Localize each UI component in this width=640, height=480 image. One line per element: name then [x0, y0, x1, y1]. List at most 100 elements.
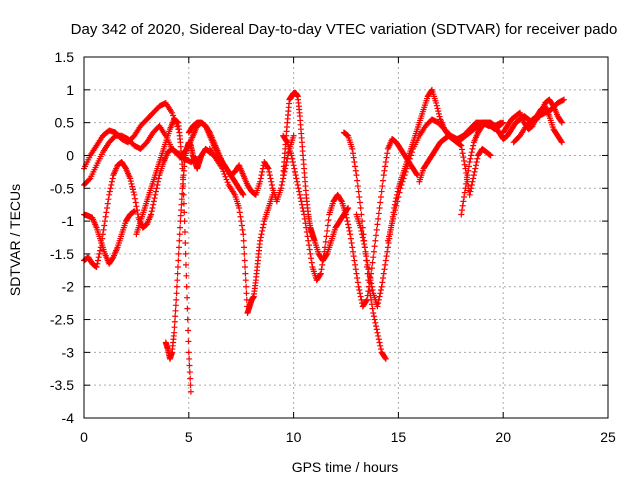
data-point-marker [289, 159, 296, 166]
y-tick-label: -4 [62, 410, 75, 426]
data-point-marker [105, 196, 112, 203]
data-point-marker [355, 188, 362, 195]
data-point-marker [127, 175, 134, 182]
data-point-marker [279, 178, 286, 185]
data-point-marker [354, 279, 361, 286]
data-point-marker [259, 168, 266, 175]
data-point-marker [382, 163, 389, 170]
data-point-marker [383, 154, 390, 161]
data-point-marker [435, 108, 442, 115]
data-point-marker [370, 313, 377, 320]
data-point-marker [294, 178, 301, 185]
data-point-marker [357, 224, 364, 231]
data-point-marker [560, 96, 567, 103]
data-point-marker [349, 150, 356, 157]
data-point-marker [461, 161, 468, 168]
data-point-marker [178, 207, 185, 214]
series-arc-7 [206, 145, 276, 316]
data-point-marker [356, 287, 363, 294]
data-point-marker [468, 149, 475, 156]
data-point-marker [460, 198, 467, 205]
data-point-marker [148, 208, 155, 215]
data-point-marker [558, 139, 565, 146]
data-point-marker [131, 208, 138, 215]
data-point-marker [129, 186, 136, 193]
data-point-marker [317, 271, 324, 278]
data-point-marker [366, 273, 373, 280]
data-point-marker [407, 152, 414, 159]
data-point-marker [318, 266, 325, 273]
data-point-marker [131, 191, 138, 198]
data-point-marker [374, 303, 381, 310]
data-point-marker [155, 175, 162, 182]
data-point-marker [102, 213, 109, 220]
data-point-marker [375, 332, 382, 339]
data-point-marker [94, 260, 101, 267]
data-point-marker [344, 218, 351, 225]
data-point-marker [128, 180, 135, 187]
data-point-marker [181, 209, 188, 216]
data-point-marker [222, 173, 229, 180]
data-point-marker [404, 162, 411, 169]
data-point-marker [98, 239, 105, 246]
data-point-marker [472, 162, 479, 169]
y-axis-label: SDTVAR / TECUs [7, 184, 23, 296]
data-point-marker [353, 270, 360, 277]
data-point-marker [359, 231, 366, 238]
data-point-marker [278, 181, 285, 188]
data-point-marker [361, 244, 368, 251]
data-point-marker [376, 204, 383, 211]
data-point-marker [389, 220, 396, 227]
data-point-marker [289, 155, 296, 162]
data-point-marker [301, 211, 308, 218]
data-point-marker [305, 242, 312, 249]
data-point-marker [379, 279, 386, 286]
data-point-marker [86, 176, 93, 183]
data-point-marker [317, 270, 324, 277]
x-tick-label: 0 [80, 429, 88, 445]
data-point-marker [394, 198, 401, 205]
data-point-marker [129, 183, 136, 190]
data-point-marker [107, 185, 114, 192]
data-point-marker [176, 237, 183, 244]
x-tick-label: 20 [495, 429, 511, 445]
data-point-marker [153, 185, 160, 192]
data-point-marker [259, 224, 266, 231]
data-point-marker [236, 209, 243, 216]
data-point-marker [434, 105, 441, 112]
data-point-marker [180, 191, 187, 198]
data-point-marker [375, 210, 382, 217]
data-point-marker [174, 264, 181, 271]
data-point-marker [466, 191, 473, 198]
data-point-marker [186, 369, 193, 376]
data-point-marker [173, 283, 180, 290]
data-point-marker [298, 198, 305, 205]
data-point-marker [307, 250, 314, 257]
data-point-marker [99, 231, 106, 238]
series-arc-8 [185, 119, 297, 205]
data-point-marker [152, 191, 159, 198]
data-point-marker [462, 185, 469, 192]
data-point-marker [177, 224, 184, 231]
data-point-marker [264, 164, 271, 171]
data-point-marker [352, 261, 359, 268]
data-point-marker [134, 207, 141, 214]
data-point-marker [470, 175, 477, 182]
data-point-marker [379, 183, 386, 190]
data-point-marker [106, 191, 113, 198]
y-tick-label: -3.5 [50, 377, 74, 393]
data-point-marker [461, 194, 468, 201]
data-point-marker [393, 202, 400, 209]
data-point-marker [303, 229, 310, 236]
data-point-marker [154, 181, 161, 188]
data-point-marker [471, 168, 478, 175]
data-point-marker [357, 293, 364, 300]
data-point-marker [372, 237, 379, 244]
data-point-marker [343, 211, 349, 218]
data-point-marker [473, 159, 480, 166]
data-point-marker [558, 138, 565, 145]
data-point-marker [354, 274, 361, 281]
data-point-marker [401, 172, 408, 179]
y-tick-label: -1.5 [50, 246, 74, 262]
data-point-marker [382, 261, 389, 268]
